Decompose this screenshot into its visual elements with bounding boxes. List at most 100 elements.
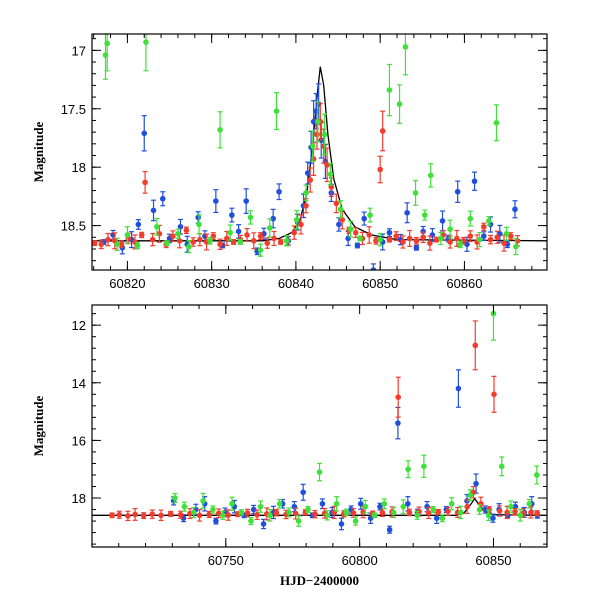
data-point — [430, 506, 437, 513]
y-axis-title: Magnitude — [31, 395, 46, 456]
data-point — [433, 236, 440, 243]
data-point — [315, 118, 321, 125]
data-point — [367, 212, 373, 218]
data-point — [350, 510, 357, 516]
data-point — [528, 509, 534, 516]
data-point — [526, 500, 533, 507]
data-point — [167, 511, 174, 517]
data-point — [181, 503, 188, 510]
data-point — [319, 500, 326, 507]
data-point — [512, 206, 518, 213]
data-point — [352, 518, 359, 524]
data-point — [504, 509, 510, 516]
data-point — [377, 236, 383, 243]
data-point — [210, 506, 216, 513]
data-point — [104, 40, 110, 47]
data-point — [496, 508, 503, 514]
data-point — [367, 515, 374, 521]
data-point — [257, 247, 264, 253]
data-point — [379, 509, 386, 516]
data-point — [486, 218, 492, 224]
data-point — [190, 509, 197, 516]
data-point — [481, 233, 487, 239]
data-point — [354, 242, 361, 249]
data-point — [207, 237, 213, 244]
data-point — [225, 512, 232, 518]
data-point — [305, 506, 311, 513]
y-tick-label: 17.5 — [61, 102, 86, 117]
y-tick-label: 14 — [72, 376, 86, 391]
data-point — [361, 215, 367, 222]
data-point — [490, 515, 496, 521]
data-point — [513, 243, 519, 250]
top-panel: 60820 60830 60840 60850 60860 17 17.5 18 18.5 Mag… — [31, 33, 548, 291]
data-point — [508, 503, 514, 510]
bottom-panel: 60750 60800 60850 12 14 16 18 Magnitude HJD−2400… — [31, 304, 548, 588]
data-point — [276, 500, 283, 507]
y-axis-title: Magnitude — [31, 121, 46, 182]
data-point — [454, 235, 460, 242]
data-point — [357, 500, 364, 507]
data-point — [141, 130, 148, 137]
data-point — [149, 236, 156, 243]
data-point — [395, 394, 401, 400]
data-point — [116, 511, 123, 518]
data-point — [105, 236, 111, 243]
data-point — [360, 509, 366, 515]
data-point — [400, 239, 406, 245]
data-point — [260, 521, 267, 527]
x-tick-label: 60750 — [208, 553, 244, 568]
x-tick-label: 60800 — [342, 553, 378, 568]
x-tick-label: 60820 — [109, 276, 145, 291]
data-point — [379, 128, 386, 134]
data-point — [343, 509, 350, 516]
data-point — [455, 385, 462, 392]
data-point — [473, 480, 479, 487]
data-point — [420, 228, 426, 235]
x-tick-label: 60830 — [194, 276, 230, 291]
data-point — [472, 342, 479, 349]
y-tick-label: 17 — [72, 43, 86, 58]
data-point — [390, 509, 397, 516]
data-point — [439, 515, 446, 521]
data-point — [467, 233, 474, 239]
data-point — [457, 241, 464, 248]
data-point — [400, 503, 407, 510]
data-point — [248, 518, 254, 524]
data-point — [250, 506, 257, 513]
y-tick-label: 18 — [72, 160, 86, 175]
data-point — [534, 510, 540, 517]
data-point — [138, 232, 145, 238]
data-point — [213, 198, 219, 204]
data-point — [134, 242, 141, 249]
data-point — [235, 228, 242, 235]
x-tick-label: 60850 — [475, 553, 511, 568]
data-point — [485, 512, 492, 519]
data-point — [413, 237, 420, 244]
data-point — [158, 512, 164, 519]
data-point — [273, 108, 280, 114]
data-point — [254, 511, 260, 518]
data-point — [333, 200, 340, 207]
data-point — [517, 512, 524, 519]
data-point — [377, 503, 383, 510]
x-tick-label: 60850 — [362, 276, 398, 291]
data-point — [404, 209, 410, 216]
y-tick-label: 18 — [72, 491, 86, 506]
data-point — [498, 463, 505, 470]
data-point — [312, 511, 318, 517]
data-point — [307, 177, 314, 183]
data-point — [277, 239, 284, 245]
data-point — [206, 511, 213, 518]
data-point — [503, 230, 510, 237]
data-point — [381, 500, 388, 507]
data-point — [143, 39, 149, 45]
data-point — [336, 221, 342, 228]
data-point — [414, 512, 420, 519]
data-point — [92, 240, 98, 246]
data-point — [264, 240, 271, 246]
data-point — [295, 518, 302, 524]
data-point — [257, 503, 264, 510]
data-point — [493, 119, 500, 126]
data-point — [172, 495, 178, 501]
